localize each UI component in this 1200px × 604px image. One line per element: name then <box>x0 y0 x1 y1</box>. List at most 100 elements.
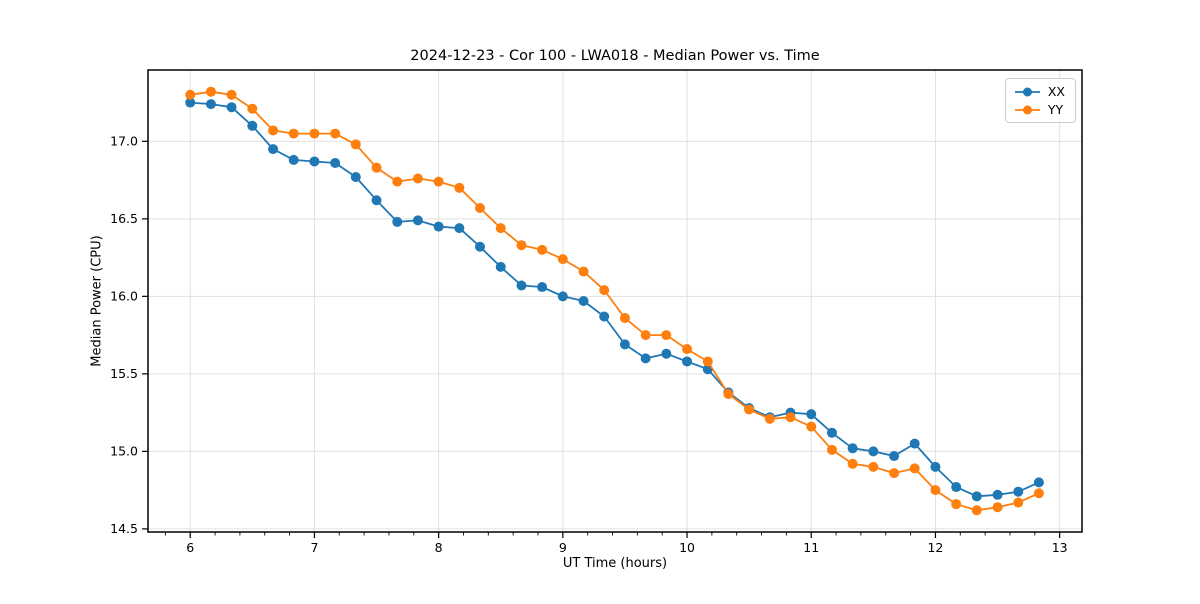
data-point-xx <box>185 97 196 108</box>
data-point-yy <box>640 330 651 341</box>
data-point-xx <box>1013 486 1024 497</box>
data-point-xx <box>350 171 361 182</box>
legend-label-xx: XX <box>1047 84 1065 99</box>
data-point-xx <box>537 282 548 293</box>
data-point-yy <box>806 421 817 432</box>
data-point-yy <box>826 444 837 455</box>
data-point-xx <box>247 120 258 131</box>
data-point-xx <box>599 311 610 322</box>
x-tick-label: 10 <box>679 540 695 555</box>
data-point-yy <box>1033 488 1044 499</box>
data-point-yy <box>992 502 1003 513</box>
data-point-xx <box>1033 477 1044 488</box>
data-point-xx <box>640 353 651 364</box>
data-point-xx <box>454 223 465 234</box>
data-point-xx <box>619 339 630 350</box>
data-point-yy <box>247 103 258 114</box>
data-point-yy <box>288 128 299 139</box>
x-tick-label: 13 <box>1052 540 1068 555</box>
data-point-yy <box>516 240 527 251</box>
data-point-yy <box>661 330 672 341</box>
data-point-yy <box>682 344 693 355</box>
data-point-yy <box>557 254 568 265</box>
data-point-yy <box>909 463 920 474</box>
data-point-yy <box>723 389 734 400</box>
data-point-yy <box>868 461 879 472</box>
data-point-xx <box>433 221 444 232</box>
x-axis-label: UT Time (hours) <box>562 556 668 571</box>
data-point-yy <box>578 266 589 277</box>
data-point-xx <box>226 102 237 113</box>
y-tick-label: 16.0 <box>110 289 138 304</box>
data-point-xx <box>826 427 837 438</box>
x-tick-label: 8 <box>435 540 443 555</box>
data-point-xx <box>682 356 693 367</box>
data-point-yy <box>205 86 216 97</box>
data-point-xx <box>889 451 900 462</box>
data-point-yy <box>1013 497 1024 508</box>
data-point-xx <box>516 280 527 291</box>
x-tick-label: 7 <box>310 540 318 555</box>
data-point-yy <box>371 162 382 173</box>
data-point-yy <box>847 458 858 469</box>
data-point-yy <box>185 89 196 100</box>
data-point-xx <box>205 99 216 110</box>
data-point-yy <box>889 468 900 479</box>
data-point-xx <box>847 443 858 454</box>
data-point-xx <box>930 461 941 472</box>
legend-entry-yy: YY <box>1014 102 1065 117</box>
legend-label-yy: YY <box>1047 102 1064 117</box>
data-point-yy <box>412 173 423 184</box>
axes-spines <box>147 69 1083 533</box>
data-point-xx <box>909 438 920 449</box>
data-point-yy <box>309 128 320 139</box>
data-point-xx <box>806 409 817 420</box>
data-point-xx <box>971 491 982 502</box>
legend-line-marker-xx <box>1014 87 1040 96</box>
data-point-yy <box>764 413 775 424</box>
x-tick-label: 11 <box>803 540 819 555</box>
data-point-xx <box>661 348 672 359</box>
y-tick-label: 15.0 <box>110 444 138 459</box>
data-point-xx <box>992 489 1003 500</box>
data-point-xx <box>309 156 320 167</box>
data-point-yy <box>454 182 465 193</box>
x-tick-label: 12 <box>927 540 943 555</box>
y-tick-label: 14.5 <box>110 521 138 536</box>
y-tick-label: 15.5 <box>110 366 138 381</box>
data-point-yy <box>226 89 237 100</box>
data-point-yy <box>268 125 279 136</box>
data-point-xx <box>288 154 299 165</box>
legend: XX YY <box>1004 78 1076 123</box>
data-point-xx <box>392 216 403 227</box>
data-point-yy <box>971 505 982 516</box>
chart-title: 2024-12-23 - Cor 100 - LWA018 - Median P… <box>410 48 820 64</box>
data-point-yy <box>785 412 796 423</box>
data-point-xx <box>371 195 382 206</box>
y-tick-label: 17.0 <box>110 134 138 149</box>
data-point-yy <box>350 139 361 150</box>
data-point-xx <box>412 215 423 226</box>
data-point-yy <box>744 404 755 415</box>
x-tick-label: 6 <box>186 540 194 555</box>
data-point-yy <box>599 285 610 296</box>
x-tick-label: 9 <box>559 540 567 555</box>
data-point-xx <box>474 241 485 252</box>
data-point-xx <box>330 158 341 169</box>
data-point-xx <box>268 144 279 155</box>
data-point-yy <box>930 485 941 496</box>
data-point-xx <box>868 446 879 457</box>
data-point-yy <box>474 202 485 213</box>
y-tick-label: 16.5 <box>110 211 138 226</box>
data-point-xx <box>495 261 506 272</box>
legend-entry-xx: XX <box>1014 84 1065 99</box>
data-point-yy <box>392 176 403 187</box>
data-point-yy <box>951 499 962 510</box>
data-point-yy <box>619 313 630 324</box>
legend-line-marker-yy <box>1014 105 1040 114</box>
data-point-yy <box>702 356 713 367</box>
data-point-xx <box>557 291 568 302</box>
data-point-xx <box>578 296 589 306</box>
